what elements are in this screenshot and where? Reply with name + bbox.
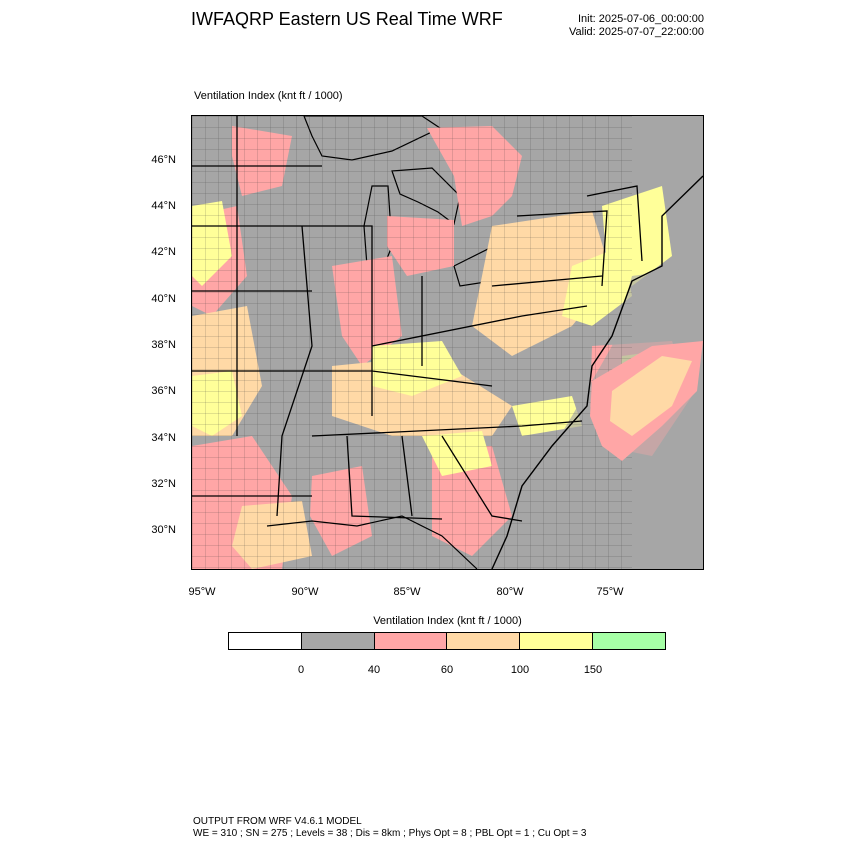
lon-label-75w: 75°W: [596, 586, 624, 598]
lon-label-95w: 95°W: [188, 586, 216, 598]
lat-label-44n: 44°N: [151, 200, 176, 212]
legend-label-60: 60: [440, 664, 454, 676]
lat-label-38n: 38°N: [151, 339, 176, 351]
lat-label-46n: 46°N: [151, 154, 176, 166]
legend-bin-below-0: [229, 633, 302, 649]
lon-label-85w: 85°W: [393, 586, 421, 598]
legend-label-150: 150: [583, 664, 603, 676]
footer-config: WE = 310 ; SN = 275 ; Levels = 38 ; Dis …: [193, 828, 587, 839]
legend-bin-60-100: [447, 633, 521, 649]
coastline: [491, 175, 703, 569]
init-time: Init: 2025-07-06_00:00:00: [578, 13, 704, 25]
gulf-coastline: [266, 515, 478, 569]
lat-label-32n: 32°N: [151, 478, 176, 490]
lon-label-90w: 90°W: [291, 586, 319, 598]
legend-bin-40-60: [374, 633, 448, 649]
legend-label-100: 100: [510, 664, 530, 676]
field-label: Ventilation Index (knt ft / 1000): [194, 90, 343, 102]
lat-label-36n: 36°N: [151, 385, 176, 397]
map-canvas: [192, 116, 703, 569]
atlantic-orange-band: [610, 356, 692, 436]
map-panel: [191, 115, 704, 570]
legend-bin-100-150: [520, 633, 594, 649]
lat-label-40n: 40°N: [151, 293, 176, 305]
lat-label-42n: 42°N: [151, 246, 176, 258]
lon-label-80w: 80°W: [496, 586, 524, 598]
legend-label-0: 0: [297, 664, 305, 676]
valid-time: Valid: 2025-07-07_22:00:00: [569, 26, 704, 38]
county-boundaries: [192, 116, 632, 569]
lat-label-34n: 34°N: [151, 432, 176, 444]
legend-label-40: 40: [367, 664, 381, 676]
legend-bin-above-150: [593, 633, 665, 649]
legend-colorbar: [228, 632, 666, 650]
state-boundaries: [192, 116, 643, 522]
footer-model: OUTPUT FROM WRF V4.6.1 MODEL: [193, 816, 362, 827]
legend-title: Ventilation Index (knt ft / 1000): [373, 615, 522, 627]
lat-label-30n: 30°N: [151, 524, 176, 536]
legend-bin-0-40: [301, 633, 375, 649]
chart-title: IWFAQRP Eastern US Real Time WRF: [191, 9, 503, 29]
